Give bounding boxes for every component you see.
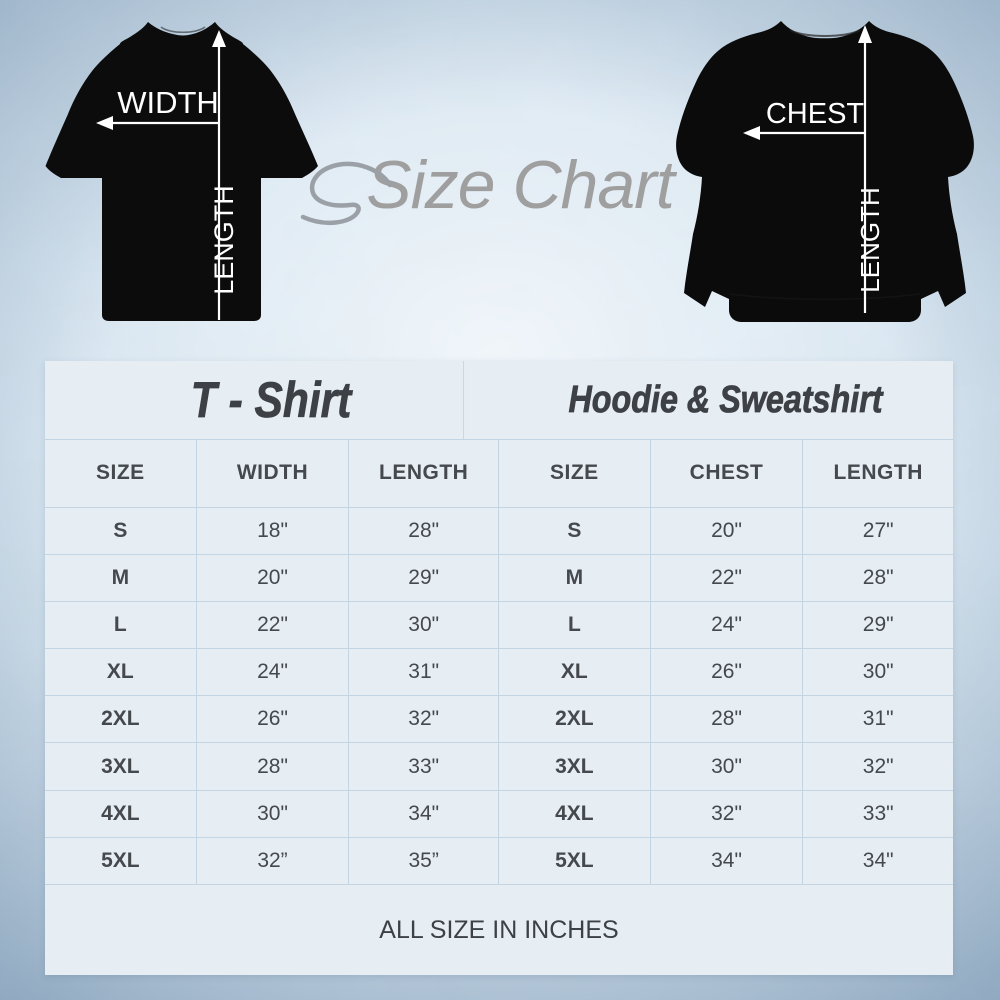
svg-text:LENGTH: LENGTH: [855, 187, 885, 292]
svg-text:Size Chart: Size Chart: [366, 147, 678, 223]
svg-text:CHEST: CHEST: [766, 98, 865, 130]
svg-text:WIDTH: WIDTH: [117, 85, 219, 120]
svg-text:LENGTH: LENGTH: [209, 185, 239, 295]
